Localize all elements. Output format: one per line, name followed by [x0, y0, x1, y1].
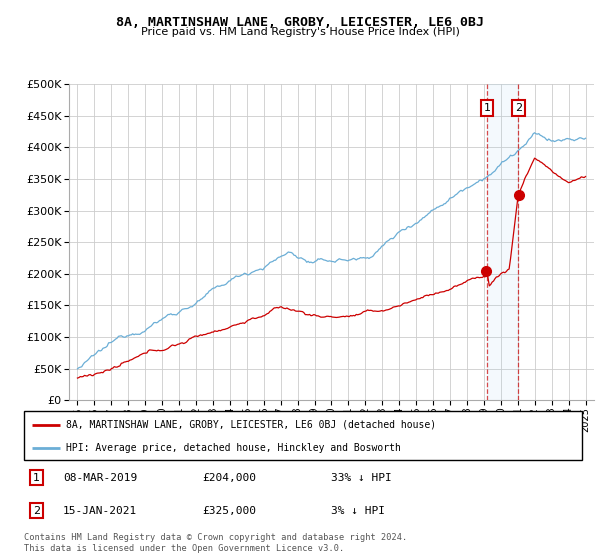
Text: 08-MAR-2019: 08-MAR-2019: [63, 473, 137, 483]
Text: Contains HM Land Registry data © Crown copyright and database right 2024.
This d: Contains HM Land Registry data © Crown c…: [24, 533, 407, 553]
Text: 15-JAN-2021: 15-JAN-2021: [63, 506, 137, 516]
Text: £325,000: £325,000: [203, 506, 257, 516]
Text: 1: 1: [33, 473, 40, 483]
Bar: [487, 84, 518, 400]
Text: HPI: Average price, detached house, Hinckley and Bosworth: HPI: Average price, detached house, Hinc…: [66, 443, 401, 453]
Text: £204,000: £204,000: [203, 473, 257, 483]
Text: 2: 2: [33, 506, 40, 516]
Text: 8A, MARTINSHAW LANE, GROBY, LEICESTER, LE6 0BJ (detached house): 8A, MARTINSHAW LANE, GROBY, LEICESTER, L…: [66, 420, 436, 430]
Text: Price paid vs. HM Land Registry's House Price Index (HPI): Price paid vs. HM Land Registry's House …: [140, 27, 460, 37]
Text: 33% ↓ HPI: 33% ↓ HPI: [331, 473, 392, 483]
Text: 8A, MARTINSHAW LANE, GROBY, LEICESTER, LE6 0BJ: 8A, MARTINSHAW LANE, GROBY, LEICESTER, L…: [116, 16, 484, 29]
Text: 2: 2: [515, 103, 522, 113]
Text: 3% ↓ HPI: 3% ↓ HPI: [331, 506, 385, 516]
Text: 1: 1: [484, 103, 490, 113]
